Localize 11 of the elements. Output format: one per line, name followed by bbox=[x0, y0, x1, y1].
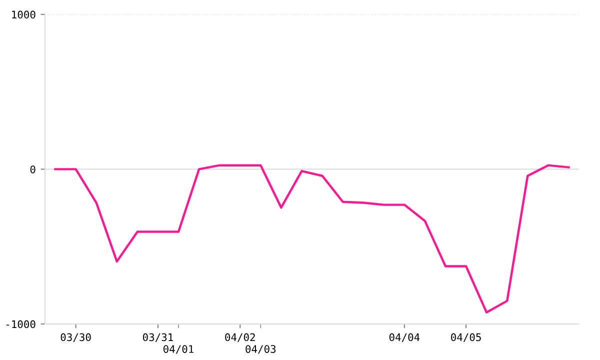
y-tick-label: 0 bbox=[30, 165, 36, 174]
y-tick-label: -1000 bbox=[6, 320, 36, 328]
x-tick-label: 04/02 bbox=[225, 333, 255, 342]
x-tick-label: 03/31 bbox=[142, 333, 173, 342]
x-tick-label: 04/05 bbox=[451, 333, 481, 342]
y-tick-label: 1000 bbox=[12, 10, 36, 19]
x-tick-label: 04/03 bbox=[246, 345, 276, 354]
x-tick-label: 03/30 bbox=[60, 333, 91, 342]
line-series bbox=[54, 164, 570, 314]
x-tick-label: 04/01 bbox=[164, 345, 194, 354]
x-tick-label: 04/04 bbox=[389, 333, 420, 342]
